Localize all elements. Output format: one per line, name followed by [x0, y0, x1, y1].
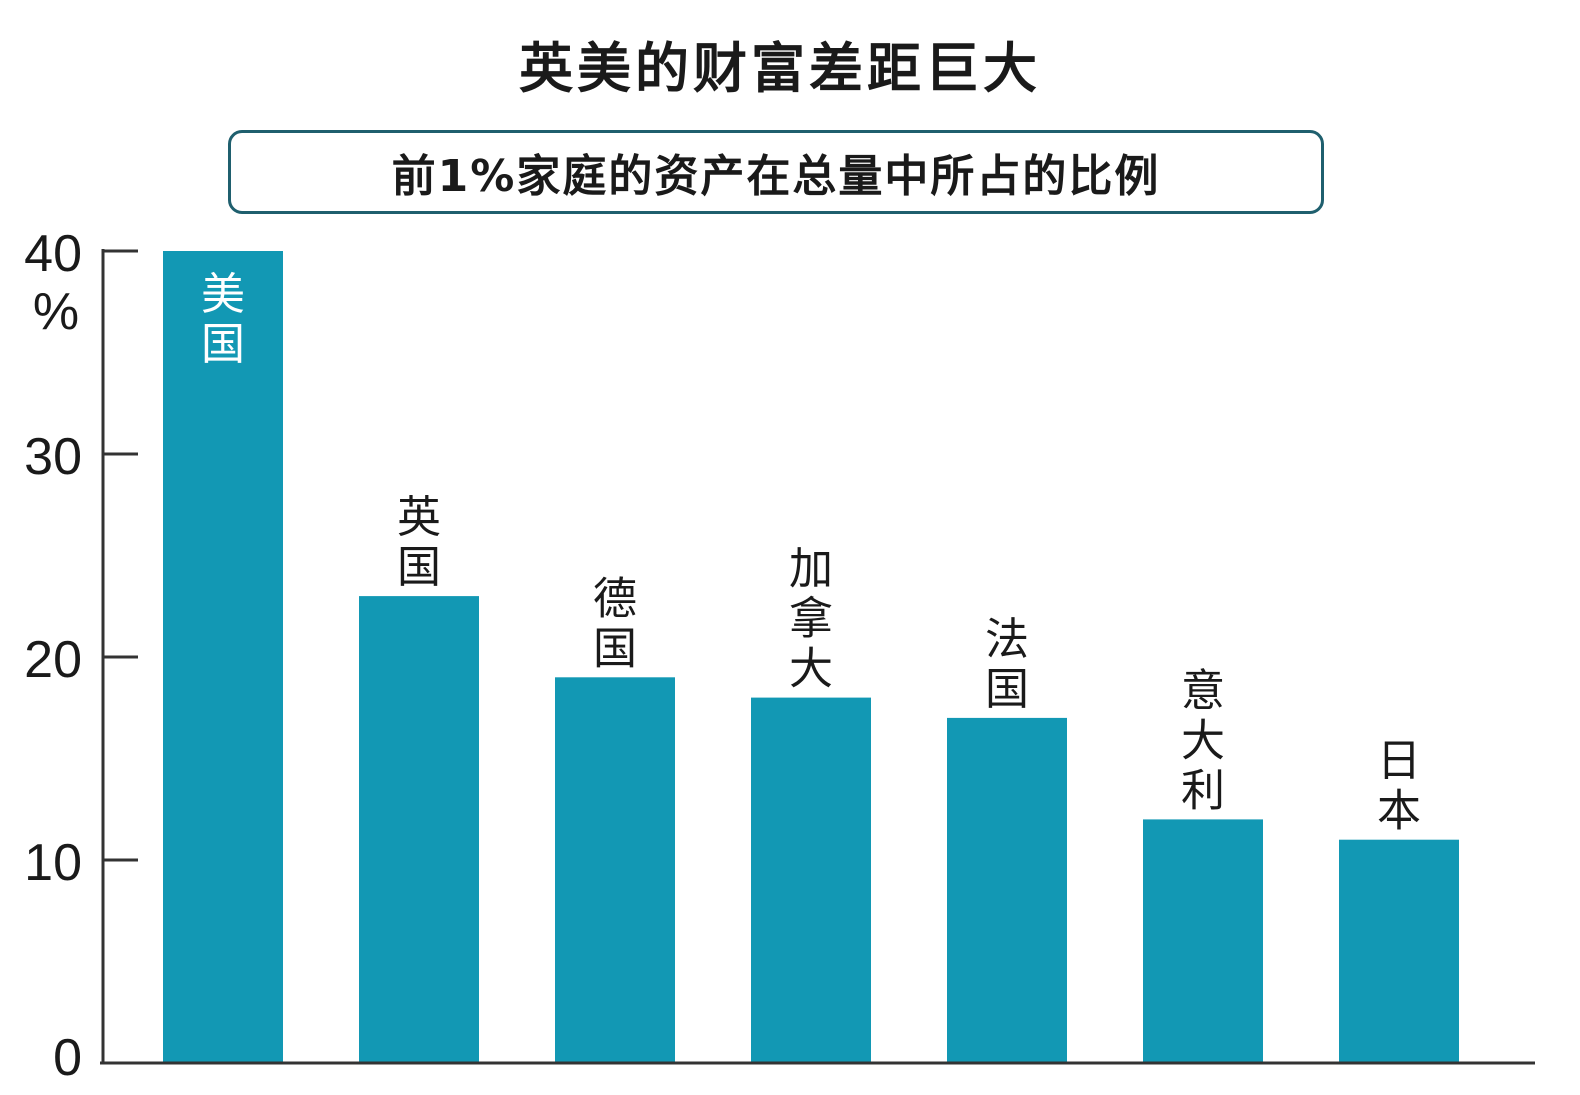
category-label-1: 英国 — [397, 492, 441, 593]
y-tick-label: 30 — [24, 428, 82, 486]
category-label-0: 美国 — [201, 269, 245, 370]
chart-title: 英美的财富差距巨大 — [519, 37, 1041, 100]
y-tick-label: 40 — [24, 225, 82, 283]
category-labels: 美国英国德国 加拿大 法国意大利 日本 — [201, 269, 1421, 837]
bar-6 — [1339, 839, 1459, 1063]
chart-subtitle: 前1%家庭的资产在总量中所占的比例 — [228, 130, 1324, 214]
bar-1 — [359, 596, 479, 1063]
category-label-3: 加拿大 — [789, 544, 833, 695]
bar-0 — [163, 251, 283, 1063]
bars — [163, 251, 1459, 1063]
bar-2 — [555, 677, 675, 1063]
y-tick-label: 20 — [24, 631, 82, 689]
bar-5 — [1143, 819, 1263, 1063]
y-axis: 0 10 20 30 40% — [24, 225, 138, 1087]
y-tick-label: 0 — [53, 1029, 82, 1087]
category-label-2: 德国 — [593, 573, 637, 674]
bar-4 — [947, 717, 1067, 1063]
category-label-4: 法国 — [985, 614, 1029, 715]
y-unit-label: % — [33, 283, 79, 341]
bar-3 — [751, 697, 871, 1063]
category-label-5: 意大利 — [1181, 665, 1225, 816]
y-tick-label: 10 — [24, 834, 82, 892]
category-label-6: 日本 — [1377, 736, 1421, 837]
